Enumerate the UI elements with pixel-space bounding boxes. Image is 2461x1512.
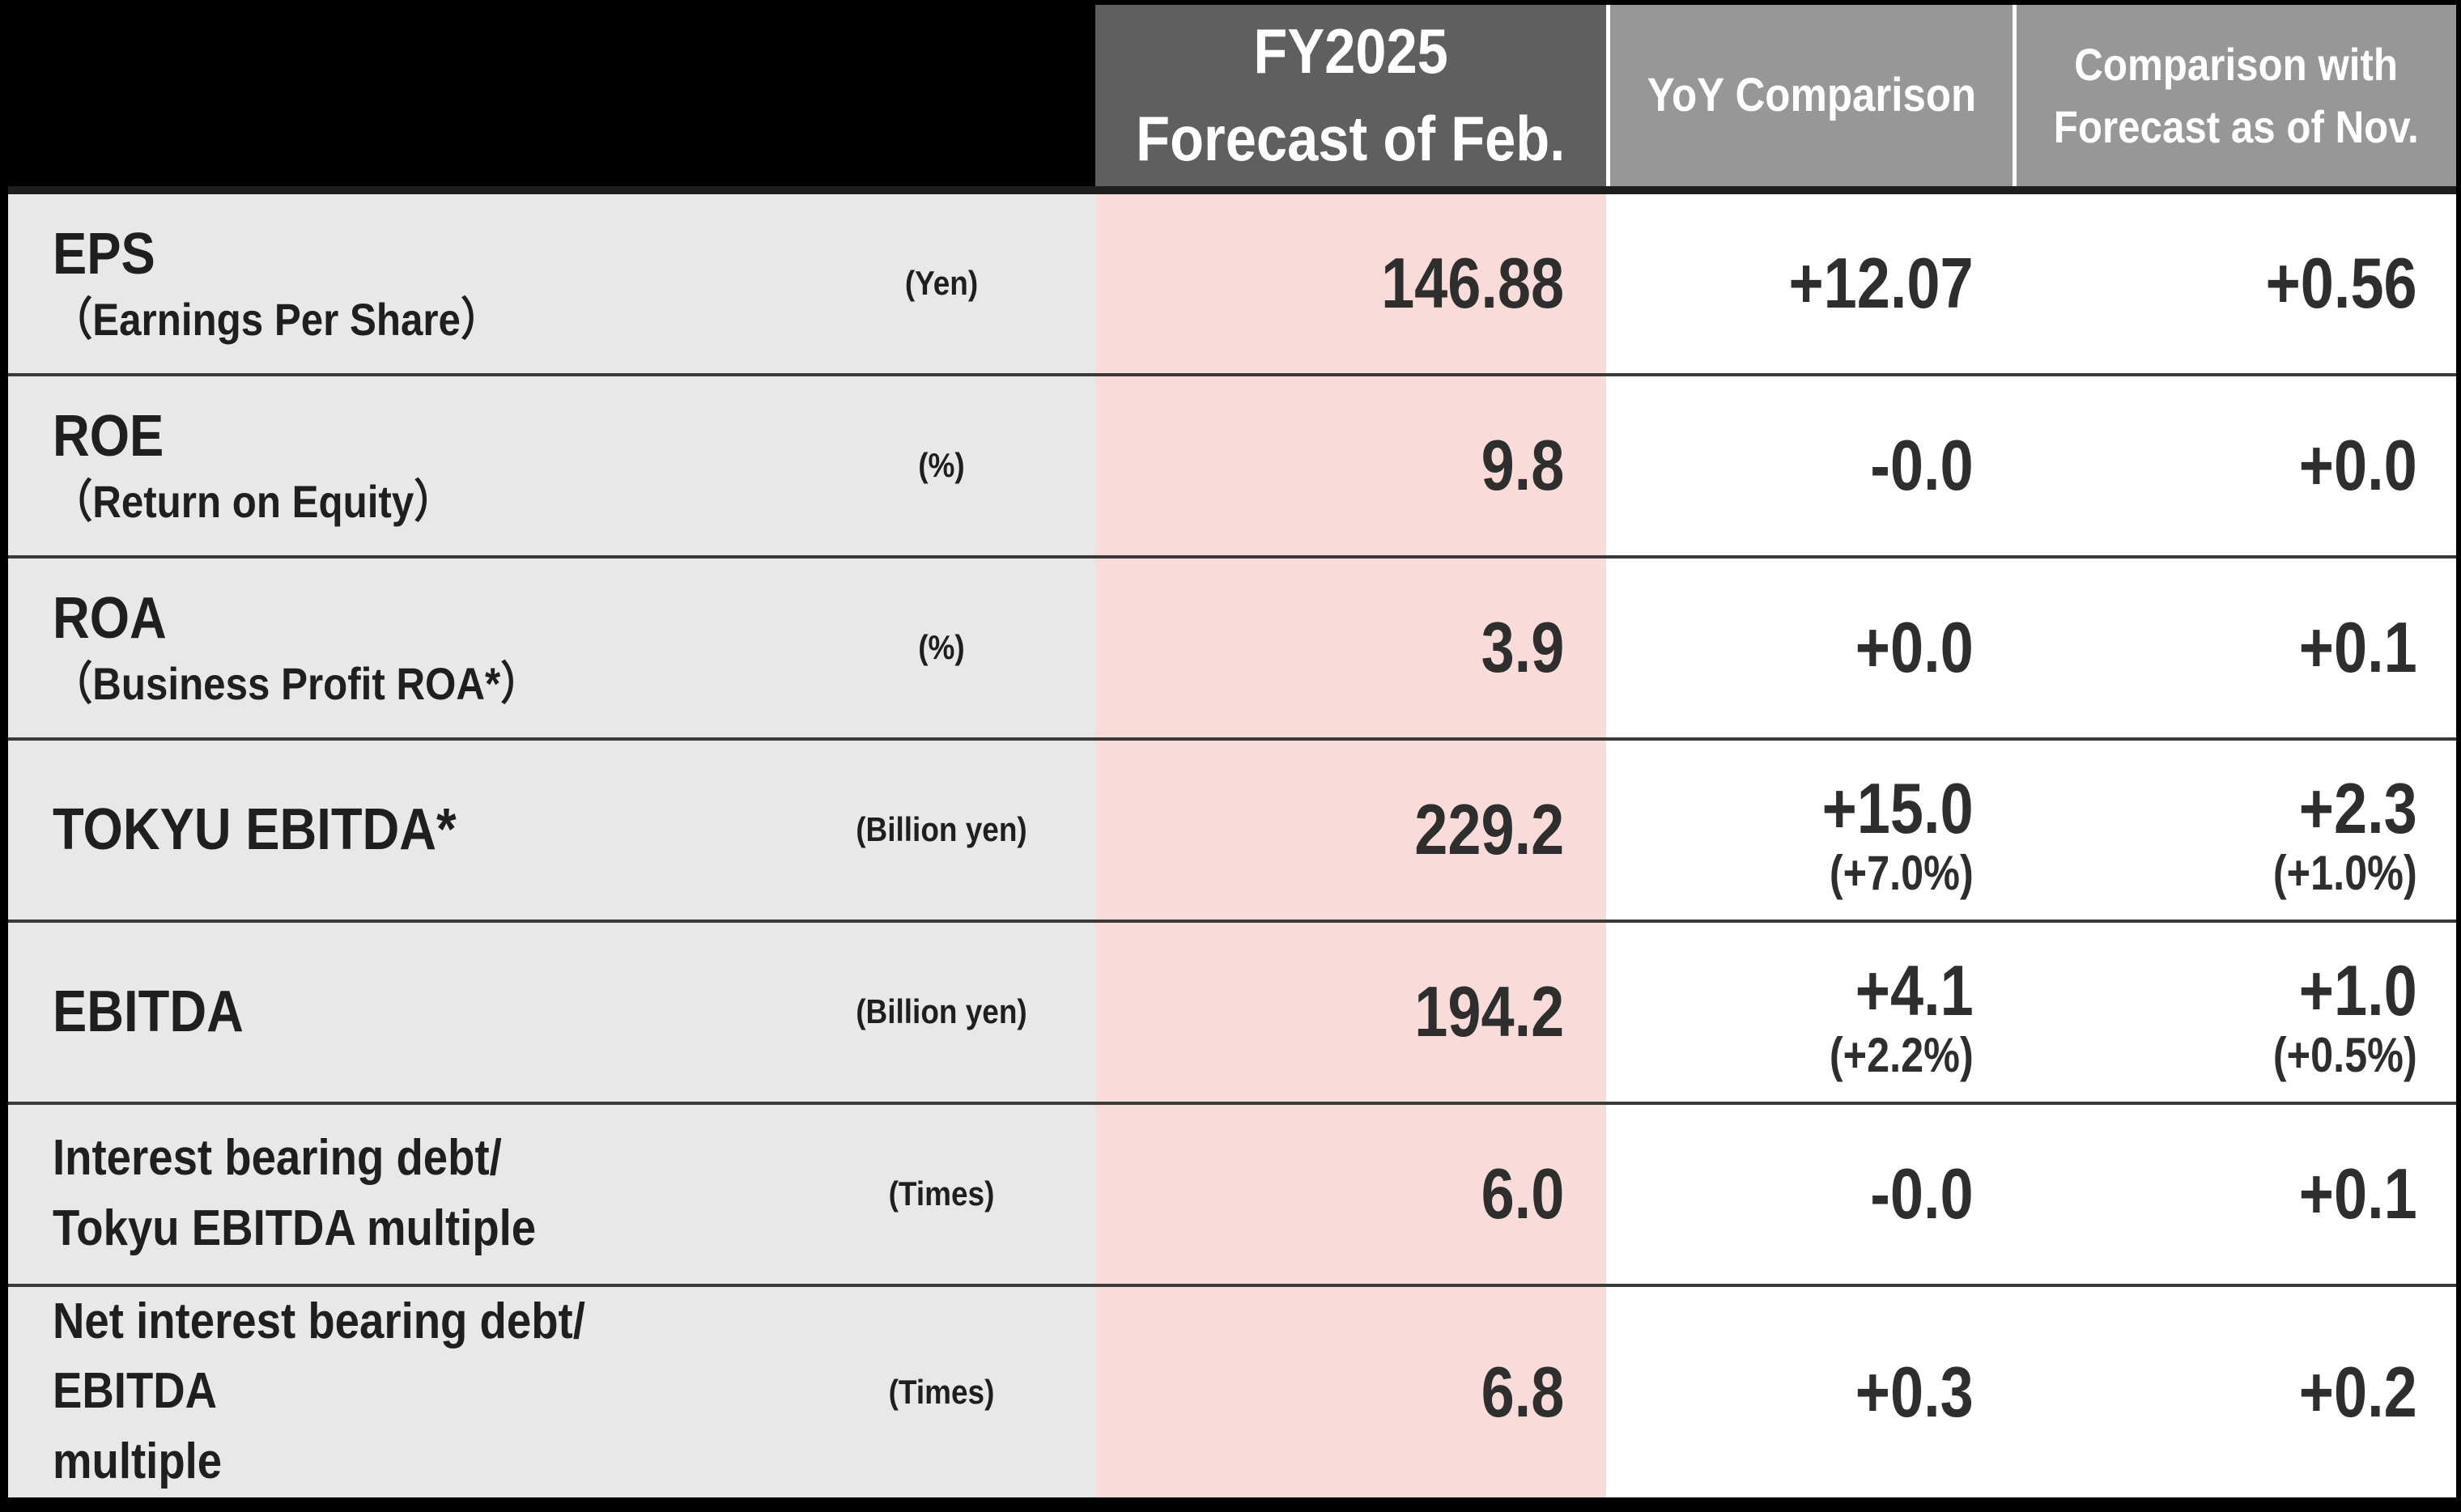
header-yoy-comparison: YoY Comparison bbox=[1606, 5, 2013, 186]
metric-name-block: EBITDA bbox=[53, 975, 270, 1048]
metric-subname: （Earnings Per Share） bbox=[53, 294, 501, 346]
yoy-value: +12.07 bbox=[1788, 243, 1974, 324]
table-row-eps: EPS （Earnings Per Share） (Yen) 146.88 +1… bbox=[8, 194, 2456, 373]
metric-name: ROE bbox=[53, 404, 164, 469]
forecast-value: 229.2 bbox=[1414, 789, 1564, 870]
table-body: EPS （Earnings Per Share） (Yen) 146.88 +1… bbox=[8, 194, 2456, 1498]
metric-name-line2: multiple bbox=[53, 1433, 223, 1490]
nov-percent-value: (+0.5%) bbox=[2273, 1028, 2417, 1083]
nov-value: +0.56 bbox=[2265, 243, 2417, 324]
nov-value-cell: +0.0 bbox=[2013, 376, 2456, 555]
nov-value: +1.0 bbox=[2299, 950, 2417, 1031]
metric-name-block: Net interest bearing debt/ EBITDA multip… bbox=[53, 1287, 788, 1497]
metric-subname: （Business Profit ROA*） bbox=[53, 657, 541, 709]
forecast-value-cell: 3.9 bbox=[1095, 558, 1606, 737]
metric-unit: (Times) bbox=[888, 1174, 995, 1213]
table-row-roa: ROA （Business Profit ROA*） (%) 3.9 +0.0 … bbox=[8, 554, 2456, 737]
yoy-value: +0.3 bbox=[1855, 1351, 1974, 1432]
metric-unit: (%) bbox=[918, 446, 965, 485]
metric-name: EPS bbox=[53, 222, 155, 287]
metric-label-cell: ROE （Return on Equity） (%) bbox=[8, 376, 1095, 555]
metric-unit: (%) bbox=[918, 628, 965, 667]
metric-label-cell: Interest bearing debt/ Tokyu EBITDA mult… bbox=[8, 1104, 1095, 1284]
yoy-value: +15.0 bbox=[1821, 768, 1974, 849]
nov-value-cell: +1.0 (+0.5%) bbox=[2013, 922, 2456, 1102]
yoy-value-cell: -0.0 bbox=[1606, 376, 2013, 555]
metric-name-block: ROE （Return on Equity） bbox=[53, 400, 508, 532]
header-yoy-label: YoY Comparison bbox=[1647, 69, 1976, 122]
metric-name-line1: Net interest bearing debt/ EBITDA bbox=[53, 1293, 585, 1420]
metric-unit: (Yen) bbox=[904, 264, 979, 303]
yoy-value-cell: +0.0 bbox=[1606, 558, 2013, 737]
metric-unit: (Billion yen) bbox=[856, 992, 1027, 1031]
forecast-value-cell: 6.0 bbox=[1095, 1104, 1606, 1284]
metric-name: EBITDA bbox=[53, 979, 244, 1045]
table-header-row: FY2025 Forecast of Feb. YoY Comparison C… bbox=[8, 5, 2456, 194]
metric-unit: (Billion yen) bbox=[856, 810, 1027, 849]
header-forecast-feb: FY2025 Forecast of Feb. bbox=[1095, 5, 1606, 186]
table-row-roe: ROE （Return on Equity） (%) 9.8 -0.0 +0.0 bbox=[8, 372, 2456, 555]
nov-percent-value: (+1.0%) bbox=[2273, 846, 2417, 901]
header-forecast-line1: FY2025 bbox=[1253, 15, 1448, 87]
metric-name-block: TOKYU EBITDA* bbox=[53, 793, 512, 866]
metric-name: TOKYU EBITDA* bbox=[53, 797, 457, 863]
metric-label-cell: EPS （Earnings Per Share） (Yen) bbox=[8, 194, 1095, 373]
nov-value-cell: +0.2 bbox=[2013, 1286, 2456, 1498]
yoy-value: -0.0 bbox=[1870, 1153, 1974, 1234]
yoy-value-cell: +0.3 bbox=[1606, 1286, 2013, 1498]
header-nov-line1: Comparison with bbox=[2074, 38, 2399, 90]
table-row-tokyu-ebitda: TOKYU EBITDA* (Billion yen) 229.2 +15.0 … bbox=[8, 737, 2456, 920]
nov-value: +0.1 bbox=[2299, 1153, 2417, 1234]
metric-name-block: Interest bearing debt/ Tokyu EBITDA mult… bbox=[53, 1123, 602, 1264]
nov-value: +0.0 bbox=[2299, 425, 2417, 506]
header-nov-line2: Forecast as of Nov. bbox=[2054, 101, 2419, 152]
metric-name-block: EPS （Earnings Per Share） bbox=[53, 218, 562, 350]
metric-name-line2: Tokyu EBITDA multiple bbox=[53, 1200, 537, 1257]
metric-label-cell: TOKYU EBITDA* (Billion yen) bbox=[8, 740, 1095, 920]
yoy-value-cell: +12.07 bbox=[1606, 194, 2013, 373]
nov-value: +0.2 bbox=[2299, 1351, 2417, 1432]
nov-value-cell: +0.56 bbox=[2013, 194, 2456, 373]
metric-subname: （Return on Equity） bbox=[53, 476, 454, 527]
yoy-percent-value: (+2.2%) bbox=[1830, 1028, 1974, 1083]
forecast-value: 6.8 bbox=[1481, 1351, 1564, 1432]
forecast-table: FY2025 Forecast of Feb. YoY Comparison C… bbox=[8, 5, 2456, 1498]
nov-value-cell: +2.3 (+1.0%) bbox=[2013, 740, 2456, 920]
metric-label-cell: Net interest bearing debt/ EBITDA multip… bbox=[8, 1286, 1095, 1498]
forecast-value: 6.0 bbox=[1481, 1153, 1564, 1234]
header-forecast-line2: Forecast of Feb. bbox=[1136, 103, 1566, 174]
header-nov-comparison: Comparison with Forecast as of Nov. bbox=[2013, 5, 2456, 186]
table-row-net-interest-bearing-debt: Net interest bearing debt/ EBITDA multip… bbox=[8, 1283, 2456, 1498]
metric-name: ROA bbox=[53, 585, 167, 651]
table-row-interest-bearing-debt: Interest bearing debt/ Tokyu EBITDA mult… bbox=[8, 1101, 2456, 1284]
forecast-value: 9.8 bbox=[1481, 425, 1564, 506]
forecast-value: 3.9 bbox=[1481, 607, 1564, 688]
nov-value: +0.1 bbox=[2299, 607, 2417, 688]
yoy-value-cell: +4.1 (+2.2%) bbox=[1606, 922, 2013, 1102]
metric-unit: (Times) bbox=[888, 1372, 995, 1411]
forecast-value-cell: 9.8 bbox=[1095, 376, 1606, 555]
forecast-value-cell: 146.88 bbox=[1095, 194, 1606, 373]
metric-name-line1: Interest bearing debt/ bbox=[53, 1130, 502, 1187]
forecast-value-cell: 194.2 bbox=[1095, 922, 1606, 1102]
yoy-value: +4.1 bbox=[1855, 950, 1974, 1031]
forecast-value: 194.2 bbox=[1414, 971, 1564, 1052]
forecast-value-cell: 6.8 bbox=[1095, 1286, 1606, 1498]
nov-value-cell: +0.1 bbox=[2013, 1104, 2456, 1284]
metric-label-cell: EBITDA (Billion yen) bbox=[8, 922, 1095, 1102]
yoy-percent-value: (+7.0%) bbox=[1830, 846, 1974, 901]
metric-name-block: ROA （Business Profit ROA*） bbox=[53, 582, 607, 714]
forecast-value-cell: 229.2 bbox=[1095, 740, 1606, 920]
nov-value: +2.3 bbox=[2299, 768, 2417, 849]
nov-value-cell: +0.1 bbox=[2013, 558, 2456, 737]
forecast-value: 146.88 bbox=[1380, 243, 1564, 324]
table-row-ebitda: EBITDA (Billion yen) 194.2 +4.1 (+2.2%) … bbox=[8, 919, 2456, 1102]
metric-label-cell: ROA （Business Profit ROA*） (%) bbox=[8, 558, 1095, 737]
yoy-value-cell: +15.0 (+7.0%) bbox=[1606, 740, 2013, 920]
yoy-value: -0.0 bbox=[1870, 425, 1974, 506]
yoy-value: +0.0 bbox=[1855, 607, 1974, 688]
yoy-value-cell: -0.0 bbox=[1606, 1104, 2013, 1284]
header-empty-cell bbox=[8, 5, 1095, 186]
